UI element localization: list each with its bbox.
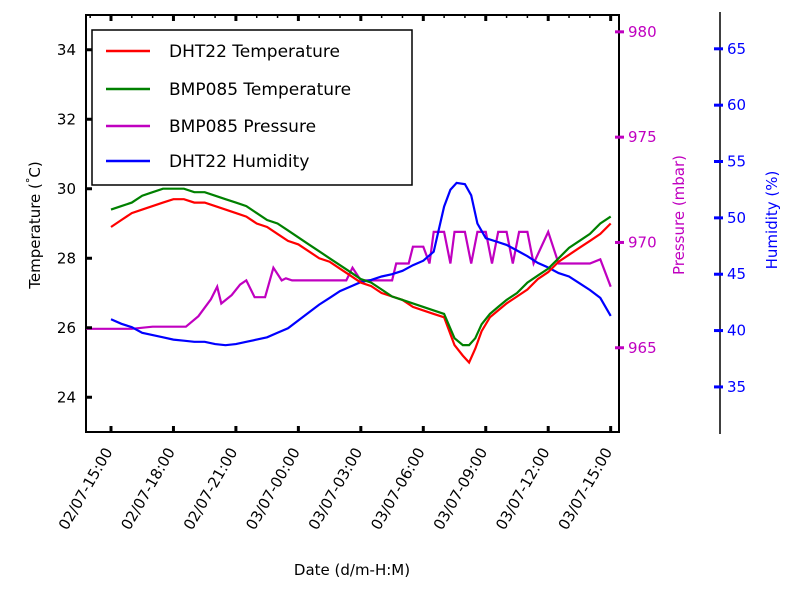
x-tick-label: 02/07-21:00 xyxy=(180,444,242,533)
legend-label-dht22-humidity: DHT22 Humidity xyxy=(169,152,309,172)
legend-label-bmp085-temperature: BMP085 Temperature xyxy=(169,80,351,100)
temperature-tick-label: 34 xyxy=(57,41,76,59)
x-tick-label: 02/07-18:00 xyxy=(117,444,179,533)
x-tick-label: 03/07-15:00 xyxy=(555,444,617,533)
humidity-tick-label: 65 xyxy=(727,40,746,58)
series-line-dht22-humidity xyxy=(110,181,612,347)
series-layer xyxy=(86,181,612,365)
temperature-tick-label: 28 xyxy=(57,249,76,267)
x-axis-title: Date (d/m-H:M) xyxy=(294,561,410,579)
temperature-axis-title: Temperature (°C) xyxy=(24,161,44,289)
series-line-bmp085-pressure xyxy=(86,228,612,330)
temperature-tick-label: 30 xyxy=(57,180,76,198)
temperature-axis-title-unit: C) xyxy=(26,161,44,177)
x-tick-label: 02/07-15:00 xyxy=(55,444,117,533)
humidity-tick-label: 35 xyxy=(727,378,746,396)
temperature-tick-label: 24 xyxy=(57,388,76,406)
plot-frame xyxy=(85,14,620,433)
x-tick-label: 03/07-09:00 xyxy=(430,444,492,533)
legend-label-bmp085-pressure: BMP085 Pressure xyxy=(169,117,316,137)
humidity-tick-label: 40 xyxy=(727,322,746,340)
x-tick-label: 03/07-03:00 xyxy=(305,444,367,533)
x-tick-label: 03/07-00:00 xyxy=(242,444,304,533)
pressure-tick-label: 975 xyxy=(628,128,657,146)
legend: DHT22 Temperature BMP085 Temperature BMP… xyxy=(91,29,413,186)
temperature-tick-label: 32 xyxy=(57,110,76,128)
pressure-tick-label: 965 xyxy=(628,339,657,357)
temperature-axis-ticks: 24 26 28 30 32 34 xyxy=(57,41,92,406)
legend-label-dht22-temperature: DHT22 Temperature xyxy=(169,42,340,62)
humidity-tick-label: 55 xyxy=(727,153,746,171)
pressure-axis-ticks: 965 970 975 980 xyxy=(615,23,657,357)
humidity-tick-label: 60 xyxy=(727,96,746,114)
x-tick-label: 03/07-06:00 xyxy=(367,444,429,533)
x-tick-label: 03/07-12:00 xyxy=(492,444,554,533)
pressure-tick-label: 980 xyxy=(628,23,657,41)
series-line-bmp085-temperature xyxy=(110,187,612,347)
pressure-tick-label: 970 xyxy=(628,233,657,251)
temperature-axis-title-main: Temperature ( xyxy=(26,183,44,290)
humidity-axis-title: Humidity (%) xyxy=(763,171,781,270)
humidity-axis-ticks: 35 40 45 50 55 60 65 xyxy=(714,40,746,396)
temperature-tick-label: 26 xyxy=(57,319,76,337)
series-line-dht22-temperature xyxy=(110,198,612,365)
humidity-tick-label: 50 xyxy=(727,209,746,227)
humidity-tick-label: 45 xyxy=(727,265,746,283)
legend-box xyxy=(91,29,413,186)
degree-symbol: ° xyxy=(24,178,37,184)
pressure-axis-title: Pressure (mbar) xyxy=(670,155,688,275)
